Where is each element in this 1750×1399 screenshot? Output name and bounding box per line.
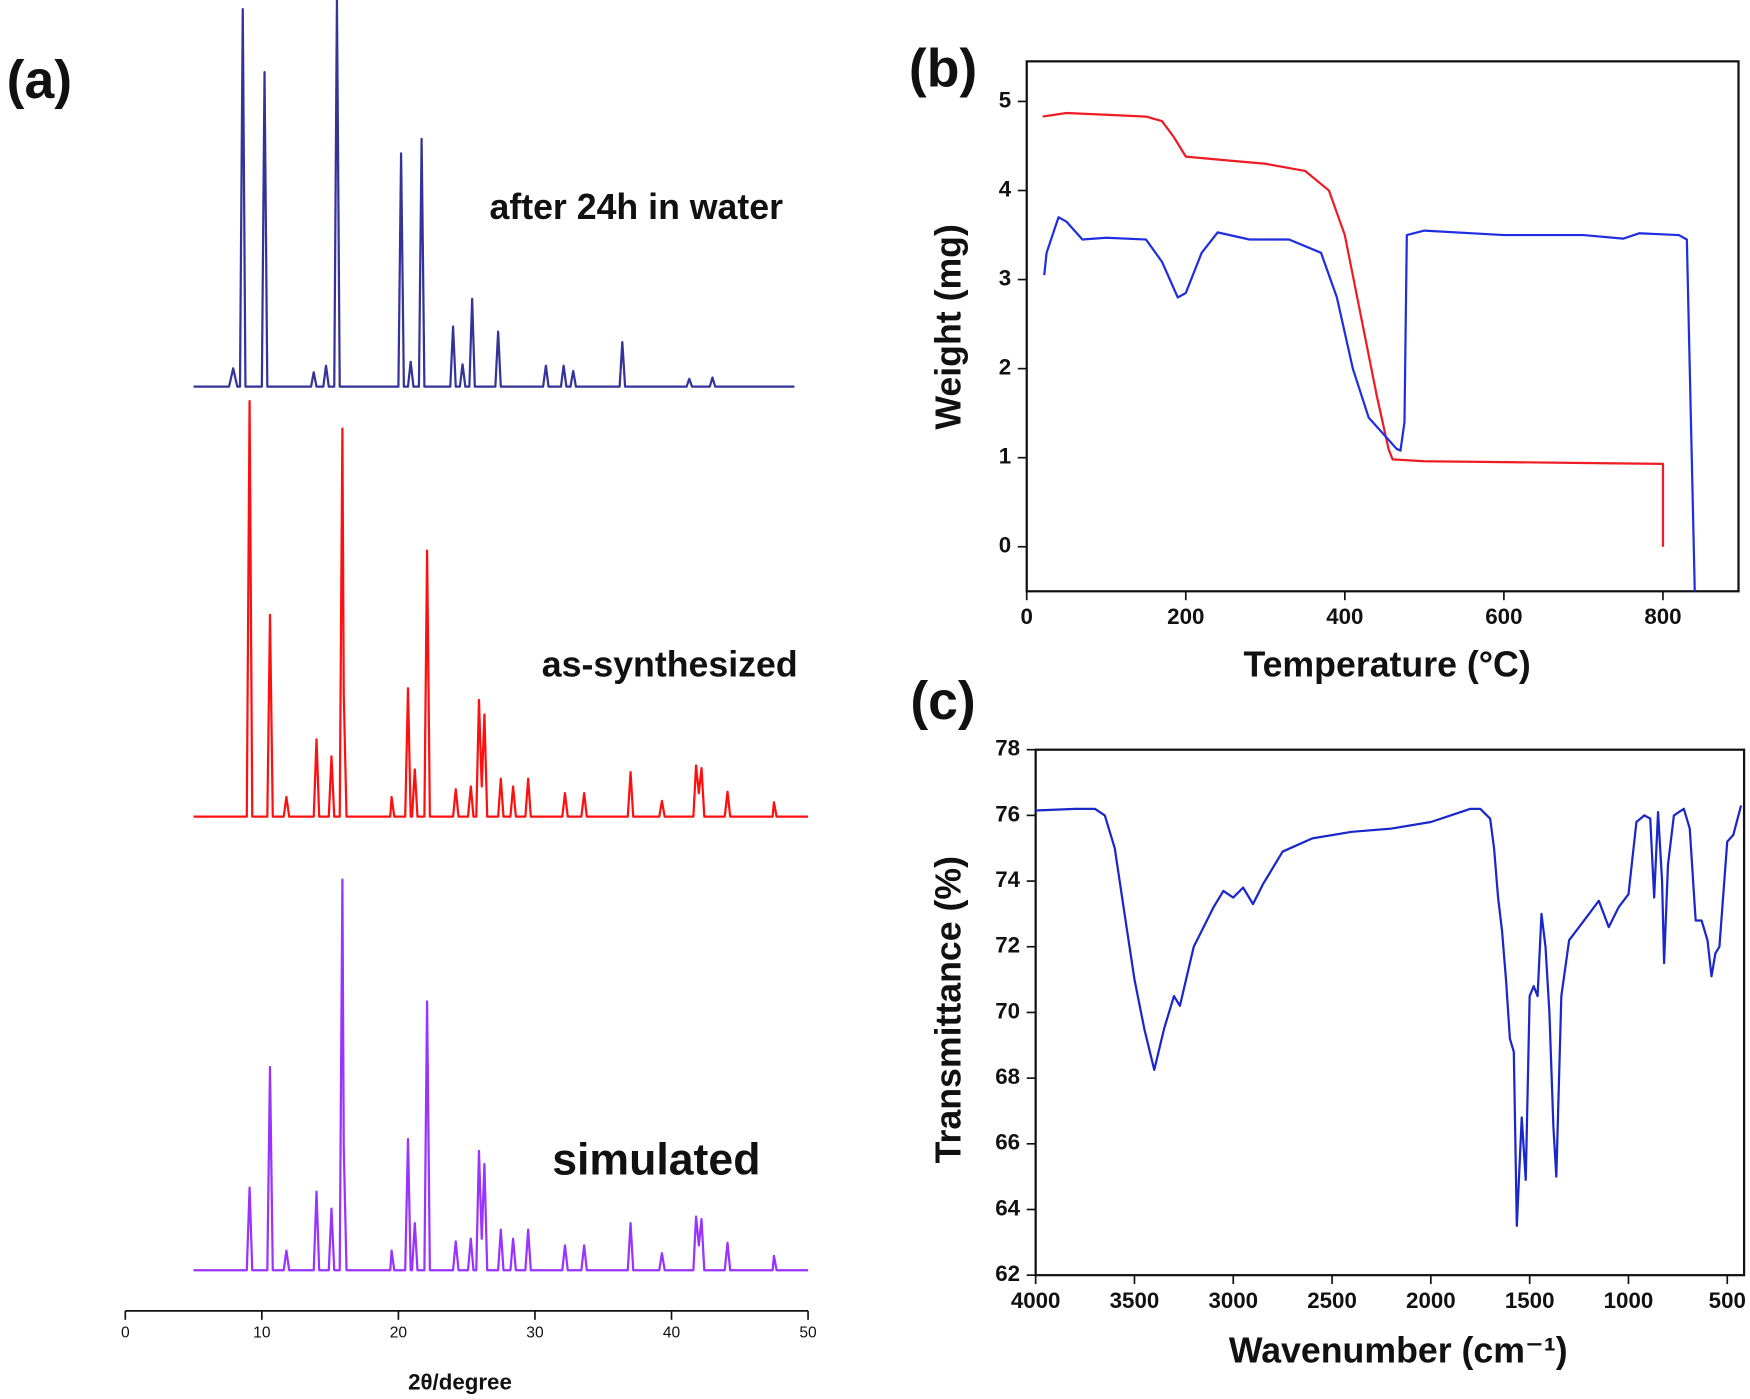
x-tick-label: 800 xyxy=(1644,604,1681,629)
y-tick-label: 70 xyxy=(995,998,1020,1023)
y-tick-label: 62 xyxy=(995,1261,1020,1286)
x-tick-label: 0 xyxy=(121,1325,130,1342)
x-tick-label: 600 xyxy=(1485,604,1522,629)
y-tick-label: 3 xyxy=(999,265,1011,290)
panel-label: (a) xyxy=(7,51,72,110)
series-label: after 24h in water xyxy=(489,187,783,227)
panel-label: (c) xyxy=(910,672,975,731)
data-line xyxy=(1035,805,1743,1227)
series-label: simulated xyxy=(552,1135,760,1184)
x-tick-label: 10 xyxy=(253,1325,271,1342)
x-tick-label: 200 xyxy=(1167,604,1204,629)
y-tick-label: 78 xyxy=(995,736,1020,761)
x-tick-label: 3000 xyxy=(1208,1288,1258,1313)
x-tick-label: 50 xyxy=(799,1325,817,1342)
x-tick-label: 2000 xyxy=(1406,1288,1456,1313)
panel-label: (b) xyxy=(909,40,977,99)
x-tick-label: 40 xyxy=(663,1325,681,1342)
y-tick-label: 5 xyxy=(999,87,1011,112)
x-tick-label: 4000 xyxy=(1011,1288,1061,1313)
y-tick-label: 2 xyxy=(999,355,1011,380)
y-tick-label: 4 xyxy=(999,176,1012,201)
data-line xyxy=(193,0,795,388)
x-tick-label: 20 xyxy=(390,1325,408,1342)
data-line xyxy=(193,399,809,818)
x-tick-label: 1500 xyxy=(1505,1288,1555,1313)
data-line xyxy=(1042,111,1665,547)
y-axis-label: Weight (mg) xyxy=(928,224,968,430)
y-tick-label: 76 xyxy=(995,801,1020,826)
plot-frame xyxy=(1025,60,1740,593)
y-tick-label: 1 xyxy=(999,444,1011,469)
x-tick-label: 400 xyxy=(1326,604,1363,629)
x-tick-label: 3500 xyxy=(1110,1288,1160,1313)
y-tick-label: 66 xyxy=(995,1130,1020,1155)
x-tick-label: 1000 xyxy=(1604,1288,1654,1313)
x-tick-label: 0 xyxy=(1021,604,1033,629)
y-tick-label: 0 xyxy=(999,533,1011,558)
x-axis-label: Wavenumber (cm⁻¹) xyxy=(1229,1331,1568,1371)
y-axis-label: Transmittance (%) xyxy=(928,856,968,1163)
x-axis-label: Temperature (°C) xyxy=(1243,645,1530,685)
data-line xyxy=(193,878,809,1272)
y-tick-label: 64 xyxy=(995,1195,1020,1220)
plot-frame xyxy=(1034,748,1746,1277)
x-tick-label: 2500 xyxy=(1307,1288,1357,1313)
series-label: as-synthesized xyxy=(542,645,798,685)
y-tick-label: 68 xyxy=(995,1064,1020,1089)
x-axis-label: 2θ/degree xyxy=(408,1369,512,1394)
y-tick-label: 74 xyxy=(995,867,1020,892)
x-tick-label: 30 xyxy=(526,1325,544,1342)
data-line xyxy=(1043,216,1696,592)
x-tick-label: 500 xyxy=(1709,1288,1746,1313)
y-tick-label: 72 xyxy=(995,933,1020,958)
